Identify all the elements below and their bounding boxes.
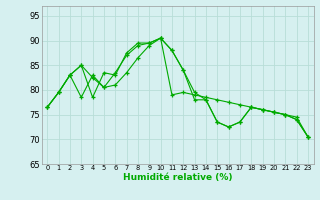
X-axis label: Humidité relative (%): Humidité relative (%) (123, 173, 232, 182)
